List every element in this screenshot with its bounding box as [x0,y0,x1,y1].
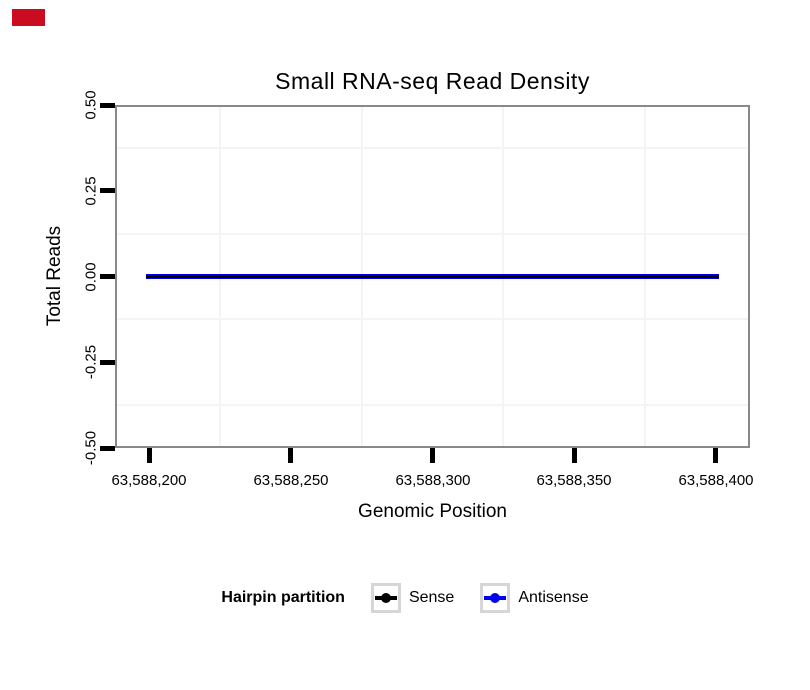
y-tick-label: -0.25 [82,344,100,380]
y-axis-tick [100,274,115,279]
y-axis-label: Total Reads [44,225,65,327]
x-axis-label: Genomic Position [358,501,507,522]
chart-title: Small RNA-seq Read Density [275,68,590,94]
y-axis-tick [100,446,115,451]
red-marker [12,9,45,26]
x-tick-label: 63,588,400 [678,472,754,489]
legend: Hairpin partition Sense Antisense [0,583,810,613]
x-axis-tick [288,448,293,463]
plot-panel [115,105,750,448]
legend-key-antisense [480,583,511,613]
y-axis-tick [100,360,115,365]
y-tick-label: 0.50 [82,90,100,120]
legend-item-antisense: Antisense [480,583,589,613]
x-axis-tick [147,448,152,463]
legend-title: Hairpin partition [221,589,345,606]
y-axis-tick [100,188,115,193]
x-tick-label: 63,588,200 [111,472,187,489]
x-tick-label: 63,588,250 [253,472,329,489]
legend-key-sense [370,583,401,613]
y-tick-label: 0.25 [82,176,100,206]
y-axis-tick [100,103,115,108]
y-tick-label: 0.00 [82,262,100,292]
x-axis-tick [430,448,435,463]
x-axis-tick [572,448,577,463]
legend-label-antisense: Antisense [518,589,589,606]
sense-point-glyph [380,593,391,603]
legend-label-sense: Sense [408,589,455,606]
y-tick-label: -0.50 [82,430,100,466]
x-axis-tick [713,448,718,463]
x-tick-label: 63,588,350 [536,472,612,489]
antisense-point-glyph [490,593,501,603]
legend-item-sense: Sense [370,583,455,613]
x-tick-label: 63,588,300 [395,472,471,489]
